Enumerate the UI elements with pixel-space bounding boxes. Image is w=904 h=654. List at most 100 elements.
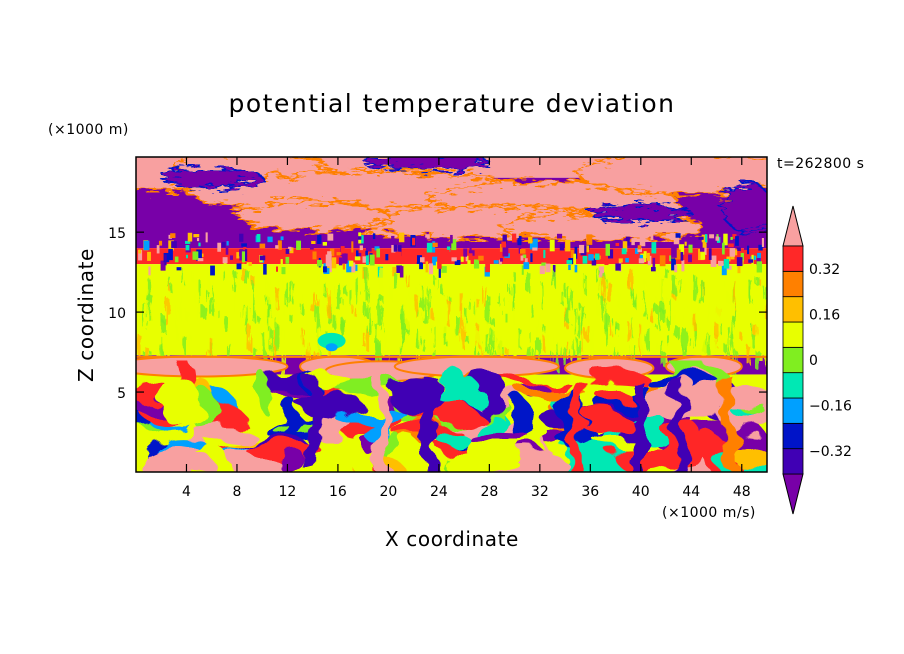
- transition-speck: [473, 259, 480, 269]
- transition-speck: [701, 234, 708, 243]
- mid-streak: [649, 307, 653, 323]
- transition-speck: [516, 233, 519, 238]
- transition-speck: [196, 249, 202, 261]
- transition-speck: [460, 256, 464, 262]
- mid-streak: [675, 326, 680, 338]
- transition-speck: [639, 235, 646, 247]
- mid-streak: [332, 315, 337, 329]
- transition-speck: [615, 242, 620, 247]
- mid-streak: [689, 285, 692, 311]
- mid-streak: [542, 335, 545, 352]
- mid-streak: [317, 275, 320, 302]
- mid-streak: [490, 317, 494, 326]
- transition-speck: [174, 256, 179, 263]
- transition-speck: [467, 256, 471, 267]
- mid-streak: [472, 289, 475, 298]
- transition-speck: [736, 257, 743, 267]
- vertical-plume: [376, 379, 389, 472]
- mid-streak: [698, 289, 701, 313]
- mid-streak: [406, 292, 408, 314]
- mid-streak: [329, 326, 334, 338]
- transition-speck: [439, 237, 444, 242]
- contour-field: [136, 157, 767, 472]
- mid-cyan-patch: [317, 332, 346, 349]
- transition-speck: [530, 253, 533, 263]
- upper-purple-blob: [721, 183, 767, 234]
- mid-streak: [726, 291, 730, 304]
- transition-speck: [541, 262, 547, 266]
- mid-streak: [174, 319, 178, 340]
- transition-speck: [197, 258, 204, 262]
- mid-streak: [512, 272, 516, 281]
- transition-speck: [499, 243, 506, 252]
- transition-speck: [425, 234, 430, 239]
- transition-speck: [275, 245, 279, 249]
- turbulent-eddy: [295, 391, 361, 414]
- transition-speck: [607, 249, 614, 259]
- transition-speck: [723, 233, 728, 246]
- transition-speck: [552, 265, 556, 277]
- colorbar-band: [782, 321, 804, 348]
- transition-speck: [499, 259, 502, 265]
- mid-streak: [455, 316, 460, 337]
- transition-speck: [340, 246, 345, 255]
- transition-speck: [646, 252, 650, 261]
- transition-speck: [710, 255, 717, 267]
- transition-speck: [329, 260, 332, 273]
- mid-streak: [485, 321, 489, 333]
- mid-streak: [216, 309, 220, 317]
- transition-speck: [317, 259, 323, 267]
- mid-streak: [672, 275, 676, 295]
- mid-streak: [264, 304, 268, 333]
- mid-streak: [314, 331, 318, 351]
- transition-speck: [322, 242, 328, 246]
- transition-speck: [423, 237, 427, 249]
- mid-streak: [573, 316, 577, 338]
- transition-speck: [625, 236, 630, 246]
- transition-speck: [744, 244, 748, 250]
- mid-streak: [168, 282, 172, 292]
- mid-streak: [680, 332, 682, 344]
- mid-streak: [496, 294, 500, 303]
- transition-speck: [158, 240, 163, 246]
- mid-streak: [408, 314, 412, 324]
- mid-streak: [617, 292, 621, 319]
- colorbar-tick-label: 0.32: [809, 262, 840, 278]
- mid-streak: [205, 290, 209, 302]
- turbulent-eddy: [577, 407, 629, 432]
- turbulent-eddy: [250, 372, 272, 408]
- transition-speck: [721, 264, 727, 276]
- chart-title: potential temperature deviation: [229, 89, 676, 118]
- transition-speck: [524, 258, 528, 265]
- mid-streak: [368, 315, 371, 329]
- mid-streak: [242, 267, 246, 282]
- transition-speck: [737, 264, 741, 274]
- mid-streak: [261, 333, 266, 359]
- transition-speck: [148, 266, 151, 276]
- transition-speck: [226, 241, 229, 246]
- transition-speck: [684, 241, 687, 246]
- transition-speck: [518, 247, 522, 254]
- mid-streak: [673, 314, 677, 340]
- mid-streak: [662, 352, 666, 367]
- mid-streak: [278, 273, 283, 294]
- transition-speck: [223, 262, 227, 274]
- mid-streak: [600, 296, 604, 321]
- colorbar-band: [782, 448, 804, 475]
- mid-streak: [357, 348, 361, 362]
- transition-speck: [243, 247, 247, 251]
- mid-streak: [192, 272, 195, 284]
- mid-streak: [653, 304, 658, 314]
- transition-speck: [221, 241, 226, 248]
- mid-streak: [716, 339, 718, 352]
- mid-streak: [209, 296, 213, 316]
- mid-streak: [429, 308, 434, 320]
- mid-streak: [465, 309, 469, 324]
- mid-streak: [459, 292, 463, 311]
- transition-speck: [285, 256, 290, 264]
- mid-streak: [370, 332, 373, 345]
- transition-speck: [399, 266, 404, 278]
- mid-streak: [400, 334, 403, 356]
- transition-speck: [549, 239, 555, 252]
- mid-streak: [534, 340, 538, 368]
